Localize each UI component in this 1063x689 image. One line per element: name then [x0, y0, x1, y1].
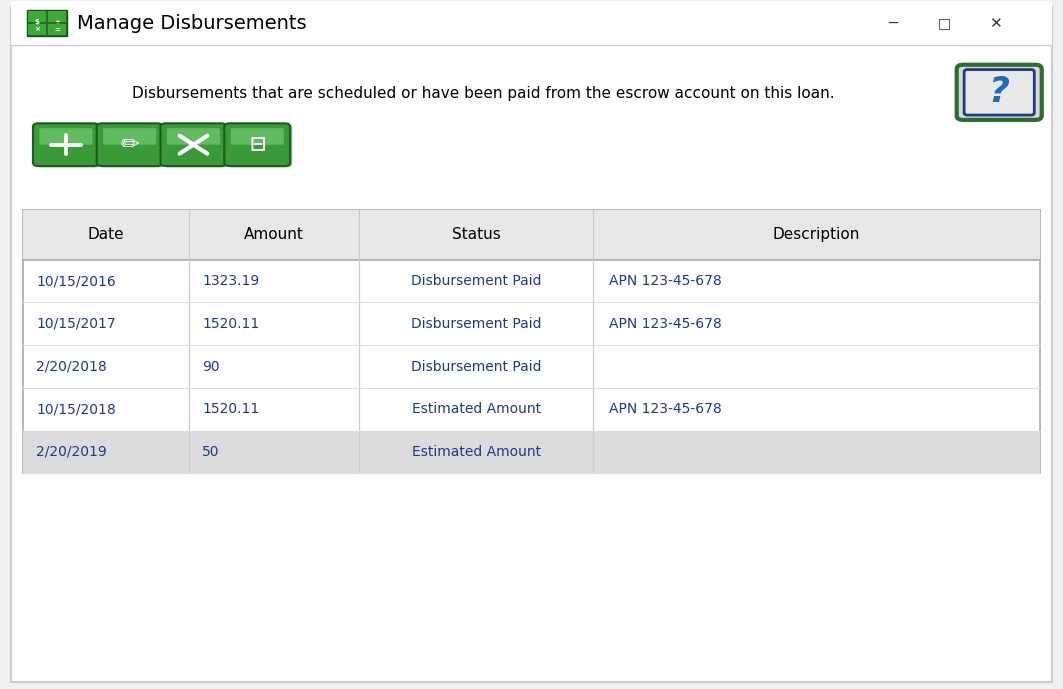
FancyBboxPatch shape: [226, 125, 292, 167]
Text: APN 123-45-678: APN 123-45-678: [609, 402, 722, 416]
Text: Disbursement Paid: Disbursement Paid: [411, 274, 541, 288]
FancyBboxPatch shape: [957, 65, 1042, 120]
Text: Disbursements that are scheduled or have been paid from the escrow account on th: Disbursements that are scheduled or have…: [133, 85, 834, 101]
FancyBboxPatch shape: [33, 123, 99, 166]
Text: Disbursement Paid: Disbursement Paid: [411, 317, 541, 331]
Text: 50: 50: [202, 445, 219, 459]
Text: 10/15/2016: 10/15/2016: [36, 274, 116, 288]
FancyBboxPatch shape: [964, 70, 1034, 115]
Text: ✕: ✕: [989, 16, 1001, 30]
Text: 2/20/2018: 2/20/2018: [36, 360, 107, 373]
Text: 10/15/2017: 10/15/2017: [36, 317, 116, 331]
Bar: [28, 10, 46, 22]
Text: 90: 90: [202, 360, 220, 373]
Text: ─: ─: [889, 16, 897, 30]
Text: 10/15/2018: 10/15/2018: [36, 402, 116, 416]
FancyBboxPatch shape: [231, 128, 284, 145]
Text: Status: Status: [452, 227, 501, 243]
Text: Manage Disbursements: Manage Disbursements: [77, 14, 306, 32]
FancyBboxPatch shape: [99, 125, 165, 167]
FancyBboxPatch shape: [35, 125, 101, 167]
Bar: [23, 431, 1040, 473]
Text: Date: Date: [88, 227, 124, 243]
Bar: [11, 1, 1052, 45]
Text: =: =: [54, 27, 60, 32]
Text: Estimated Amount: Estimated Amount: [411, 445, 541, 459]
Text: Amount: Amount: [244, 227, 304, 243]
Text: ×: ×: [34, 27, 39, 32]
Text: 1520.11: 1520.11: [202, 317, 259, 331]
Bar: [23, 210, 1040, 473]
Text: Disbursement Paid: Disbursement Paid: [411, 360, 541, 373]
FancyBboxPatch shape: [39, 128, 92, 145]
Text: 1323.19: 1323.19: [202, 274, 259, 288]
Text: Description: Description: [773, 227, 860, 243]
Text: 1520.11: 1520.11: [202, 402, 259, 416]
FancyBboxPatch shape: [163, 125, 229, 167]
FancyBboxPatch shape: [167, 128, 220, 145]
Bar: [48, 10, 66, 22]
Text: Estimated Amount: Estimated Amount: [411, 402, 541, 416]
Bar: [23, 210, 1040, 260]
Bar: [28, 24, 46, 36]
Text: APN 123-45-678: APN 123-45-678: [609, 274, 722, 288]
FancyBboxPatch shape: [27, 10, 67, 36]
FancyBboxPatch shape: [97, 123, 163, 166]
Text: ÷: ÷: [54, 19, 60, 25]
Text: APN 123-45-678: APN 123-45-678: [609, 317, 722, 331]
Text: ✏: ✏: [120, 134, 139, 155]
Text: 2/20/2019: 2/20/2019: [36, 445, 107, 459]
FancyBboxPatch shape: [224, 123, 290, 166]
Text: ⊟: ⊟: [249, 135, 266, 154]
FancyBboxPatch shape: [161, 123, 226, 166]
Text: $: $: [34, 19, 39, 25]
FancyBboxPatch shape: [103, 128, 156, 145]
Bar: [48, 24, 66, 36]
Text: ?: ?: [989, 75, 1010, 110]
Text: □: □: [938, 16, 950, 30]
